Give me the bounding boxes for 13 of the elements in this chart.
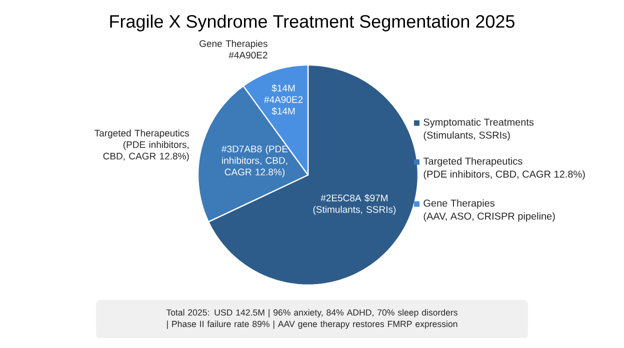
legend-label: Symptomatic Treatments — [424, 118, 534, 128]
chart-title: Fragile X Syndrome Treatment Segmentation 2025 — [110, 14, 514, 32]
text: Gene Therapies #4A90E2 — [200, 40, 268, 58]
text: (PDE inhibitors, CBD, CAGR 12.8%) — [424, 170, 585, 180]
text: (Stimulants, SSRIs) — [424, 131, 510, 141]
text: Total 2025: USD 142.5M | 96% anxiety, 84% ADHD, 70% sleep disorders | Phase II failure rate 89% | AAV gene therapy restores FMRP expression — [166, 309, 458, 329]
text: Targeted Therapeutics (PDE inhibitors, CBD, CAGR 12.8%) — [94, 130, 190, 162]
text: #2E5C8A $97M (Stimulants, SSRIs) — [313, 194, 396, 215]
text: #3D7AB8 (PDE inhibitors, CBD, CAGR 12.8%) — [222, 145, 288, 178]
text: (AAV, ASO, CRISPR pipeline) — [424, 212, 555, 222]
legend-label: Targeted Therapeutics — [423, 157, 522, 167]
legend-label: Gene Therapies — [424, 199, 495, 209]
text: $14M #4A90E2 $14M — [264, 84, 303, 116]
